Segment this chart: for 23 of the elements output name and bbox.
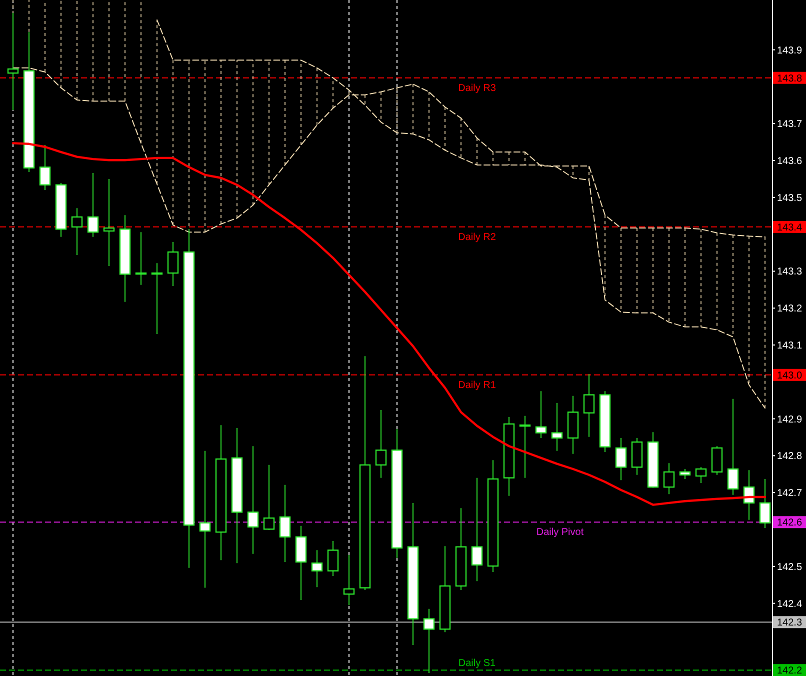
ref-line-label: Daily S1 xyxy=(458,658,496,670)
ref-line-label: Daily R2 xyxy=(458,232,496,243)
ref-line-label: Daily R3 xyxy=(458,82,496,94)
y-tick-label: 143.6 xyxy=(777,156,802,168)
annotation: 142.6 xyxy=(777,518,802,529)
y-tick-label: 143.3 xyxy=(777,266,802,278)
annotation: 142.3 xyxy=(777,618,802,629)
annotation: 143.8 xyxy=(777,73,802,84)
y-tick-label: 142.9 xyxy=(777,414,802,426)
annotation: 143.4 xyxy=(777,222,802,234)
y-tick-label: 143.7 xyxy=(777,119,802,130)
annotation: 143.0 xyxy=(777,370,802,382)
y-tick-label: 142.4 xyxy=(777,598,802,610)
y-tick-label: 143.5 xyxy=(777,192,802,204)
y-tick-label: 142.5 xyxy=(777,562,802,573)
y-tick-label: 143.1 xyxy=(777,340,802,352)
ref-line-label: Daily R1 xyxy=(458,380,496,391)
ref-line-label: Daily Pivot xyxy=(536,527,584,538)
y-tick-label: 142.8 xyxy=(777,451,802,462)
y-tick-label: 143.2 xyxy=(777,304,802,315)
y-tick-label: 143.9 xyxy=(777,45,802,56)
y-tick-label: 142.7 xyxy=(777,488,802,500)
annotation: 142.2 xyxy=(777,666,802,676)
